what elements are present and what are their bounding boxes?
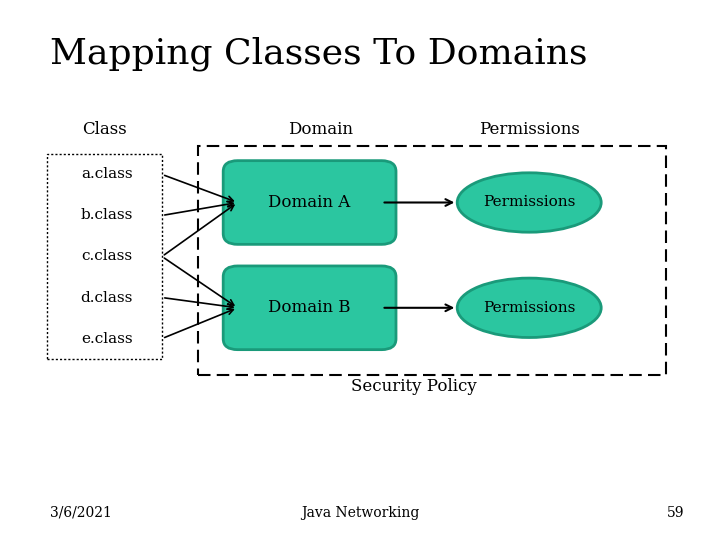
FancyBboxPatch shape (223, 266, 396, 350)
FancyBboxPatch shape (198, 146, 666, 375)
Ellipse shape (457, 278, 601, 338)
Text: e.class: e.class (81, 332, 132, 346)
Ellipse shape (457, 173, 601, 232)
Text: Permissions: Permissions (483, 301, 575, 315)
Text: Security Policy: Security Policy (351, 377, 477, 395)
Text: Domain A: Domain A (269, 194, 351, 211)
Text: Permissions: Permissions (483, 195, 575, 210)
Text: 3/6/2021: 3/6/2021 (50, 506, 112, 520)
Text: c.class: c.class (81, 249, 132, 264)
FancyBboxPatch shape (47, 154, 162, 359)
Text: Class: Class (82, 121, 127, 138)
Text: 59: 59 (667, 506, 684, 520)
FancyBboxPatch shape (223, 160, 396, 244)
Text: Domain B: Domain B (269, 299, 351, 316)
Text: Mapping Classes To Domains: Mapping Classes To Domains (50, 37, 588, 71)
Text: d.class: d.class (81, 291, 133, 305)
Text: Permissions: Permissions (479, 121, 580, 138)
Text: a.class: a.class (81, 167, 132, 181)
Text: Domain: Domain (288, 121, 353, 138)
Text: Java Networking: Java Networking (301, 506, 419, 520)
Text: b.class: b.class (81, 208, 133, 222)
